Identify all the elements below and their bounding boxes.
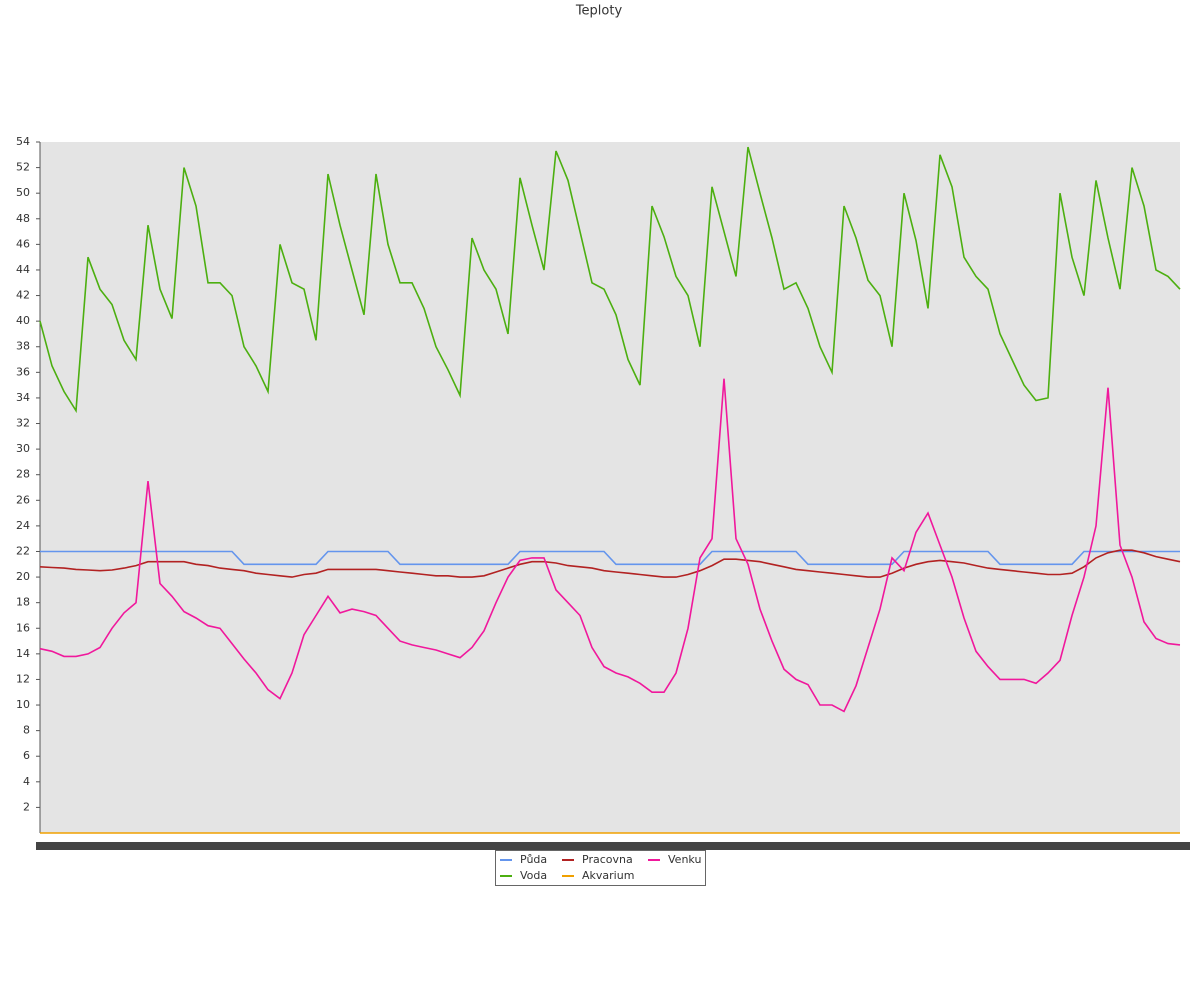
legend-box	[495, 850, 706, 886]
y-tick-label: 24	[16, 519, 30, 532]
y-tick-label: 48	[16, 212, 30, 225]
x-axis-labels	[36, 842, 1190, 850]
y-tick-label: 32	[16, 417, 30, 430]
legend-label: Voda	[520, 869, 547, 882]
legend-label: Akvarium	[582, 869, 634, 882]
y-tick-label: 50	[16, 186, 30, 199]
y-tick-label: 34	[16, 391, 30, 404]
y-tick-label: 10	[16, 698, 30, 711]
y-tick-label: 8	[23, 724, 30, 737]
y-tick-label: 38	[16, 340, 30, 353]
chart-title: Teploty	[575, 4, 623, 19]
y-tick-label: 54	[16, 135, 30, 148]
y-tick-label: 4	[23, 775, 30, 788]
series-line	[40, 550, 1180, 566]
y-tick-label: 28	[16, 468, 30, 481]
y-tick-label: 18	[16, 596, 30, 609]
y-tick-label: 30	[16, 442, 30, 455]
legend-label: Půda	[520, 853, 547, 866]
y-tick-label: 12	[16, 672, 30, 685]
y-tick-label: 2	[23, 800, 30, 813]
y-tick-label: 20	[16, 570, 30, 583]
y-tick-label: 42	[16, 289, 30, 302]
y-tick-label: 22	[16, 544, 30, 557]
y-tick-label: 26	[16, 493, 30, 506]
y-tick-label: 46	[16, 237, 30, 250]
legend-label: Pracovna	[582, 853, 633, 866]
y-tick-label: 40	[16, 314, 30, 327]
y-tick-label: 44	[16, 263, 30, 276]
y-tick-label: 16	[16, 621, 30, 634]
y-tick-label: 52	[16, 161, 30, 174]
legend-label: Venku	[668, 853, 701, 866]
y-tick-label: 36	[16, 365, 30, 378]
series-line	[39, 549, 1181, 578]
series-line	[39, 378, 1181, 713]
y-tick-label: 6	[23, 749, 30, 762]
series-line	[39, 146, 1181, 414]
y-tick-label: 14	[16, 647, 30, 660]
plot-area	[40, 142, 1180, 833]
